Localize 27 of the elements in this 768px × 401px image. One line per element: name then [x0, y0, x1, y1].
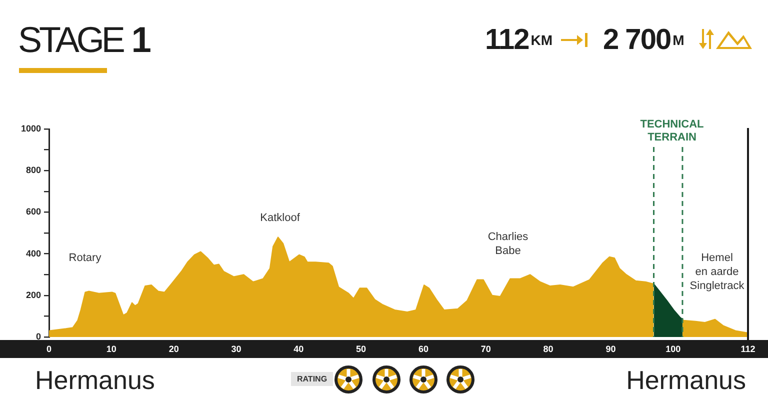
x-tick-label: 60: [418, 344, 428, 354]
annotation: Katkloof: [260, 212, 301, 224]
chart-title: STAGE 1: [18, 19, 152, 60]
y-tick-label: 800: [26, 165, 41, 176]
x-tick-label: 10: [106, 344, 116, 354]
x-tick-label: 90: [606, 344, 616, 354]
y-tick-label: 0: [36, 331, 41, 342]
text: Hermanus: [35, 365, 155, 395]
annotation: Charlies Babe: [488, 231, 529, 258]
x-tick-label: 70: [480, 344, 491, 354]
x-tick-label: 30: [231, 344, 242, 354]
x-tick-label: 50: [356, 344, 366, 354]
x-tick-label: 100: [666, 344, 681, 354]
y-tick-label: 200: [26, 290, 41, 300]
x-tick-label: 20: [168, 344, 179, 354]
y-tick-label: 600: [26, 206, 41, 217]
x-tick-label: 80: [543, 344, 554, 354]
annotation: TECHNICAL TERRAIN: [640, 118, 704, 144]
text: RATING: [296, 374, 328, 384]
text: Hermanus: [626, 365, 746, 395]
x-tick-label: 40: [294, 344, 304, 354]
annotation: Rotary: [68, 252, 102, 264]
annotation: Hemel en aarde Singletrack: [690, 252, 745, 292]
x-tick-label: 0: [46, 344, 52, 354]
x-tick-label: 112: [740, 344, 756, 354]
y-tick-label: 400: [26, 248, 41, 258]
y-tick-label: 1000: [20, 123, 41, 134]
